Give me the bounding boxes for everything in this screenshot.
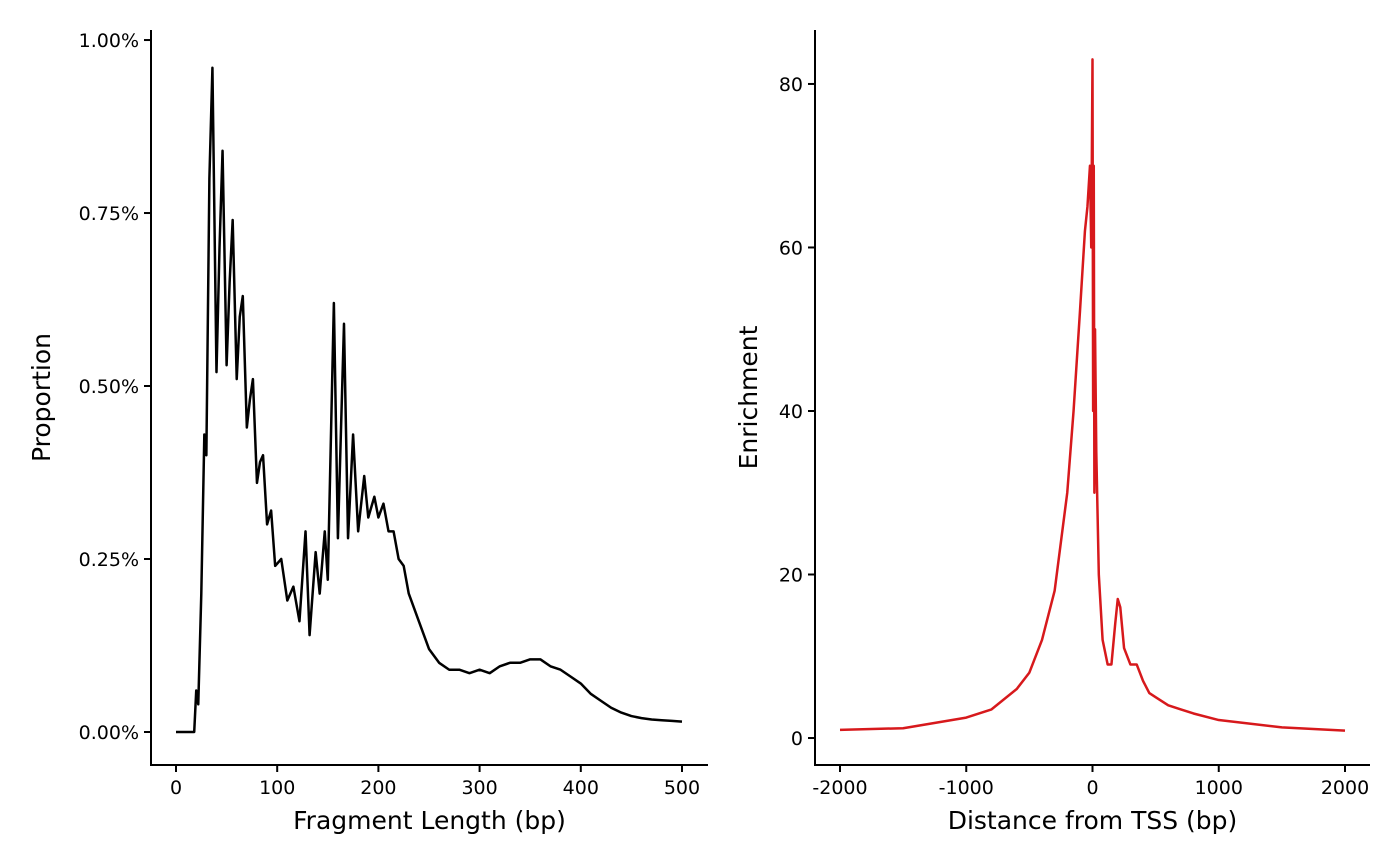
y-tick-label: 0.00% — [79, 722, 139, 744]
x-tick-label: 0 — [170, 777, 182, 799]
y-tick-label: 60 — [779, 237, 803, 259]
y-tick-label: 80 — [779, 74, 803, 96]
data-line — [176, 66, 683, 734]
x-axis-title: Distance from TSS (bp) — [948, 806, 1238, 835]
y-axis-title: Proportion — [27, 333, 56, 462]
y-tick-label: 0 — [791, 728, 803, 750]
x-tick-label: 2000 — [1321, 777, 1369, 799]
y-tick-label: 0.50% — [79, 376, 139, 398]
x-tick-label: 200 — [360, 777, 396, 799]
data-line — [839, 58, 1346, 732]
y-tick-label: 0.25% — [79, 549, 139, 571]
y-tick-label: 20 — [779, 565, 803, 587]
y-tick-label: 0.75% — [79, 203, 139, 225]
y-axis-title: Enrichment — [734, 325, 763, 469]
x-tick-label: 100 — [259, 777, 295, 799]
y-tick-label: 1.00% — [79, 30, 139, 52]
x-tick-label: 1000 — [1195, 777, 1243, 799]
x-tick-label: 500 — [664, 777, 700, 799]
x-tick-label: 300 — [461, 777, 497, 799]
x-tick-label: -2000 — [812, 777, 867, 799]
x-tick-label: 400 — [563, 777, 599, 799]
x-tick-label: -1000 — [939, 777, 994, 799]
y-tick-label: 40 — [779, 401, 803, 423]
x-axis-title: Fragment Length (bp) — [293, 806, 566, 835]
x-tick-label: 0 — [1086, 777, 1098, 799]
